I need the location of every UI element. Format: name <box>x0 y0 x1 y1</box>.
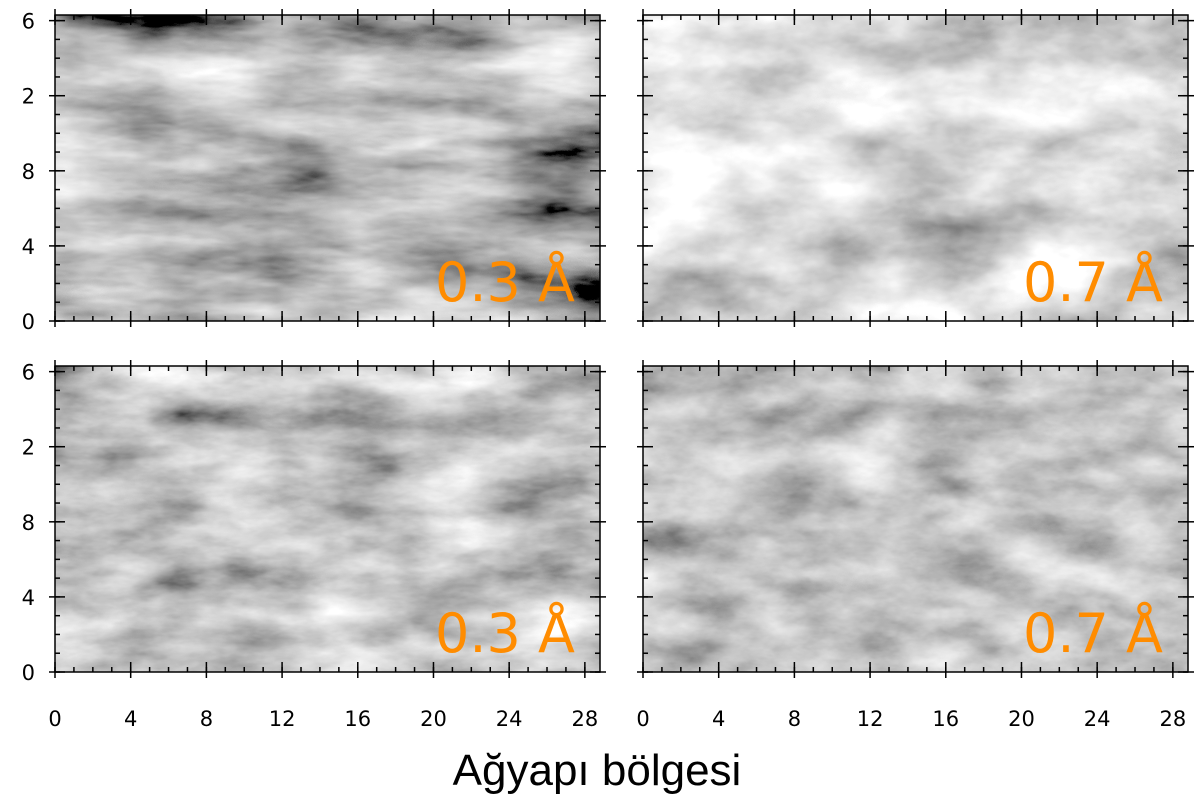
y-tick-label: 4 <box>22 586 35 610</box>
x-tick-label: 4 <box>124 707 137 731</box>
x-tick-label: 28 <box>1159 707 1186 731</box>
x-tick-label: 20 <box>420 707 447 731</box>
y-tick-label: 2 <box>22 436 35 460</box>
x-tick-label: 16 <box>344 707 371 731</box>
y-tick-label: 0 <box>22 661 35 685</box>
x-tick-label: 8 <box>788 707 801 731</box>
x-tick-label: 24 <box>1084 707 1111 731</box>
y-tick-label: 6 <box>22 10 35 34</box>
x-axis-label: Ağyapı bölgesi <box>453 746 742 795</box>
panel-frame <box>642 14 1189 322</box>
x-tick-label: 28 <box>571 707 598 731</box>
y-tick-label: 2 <box>22 85 35 109</box>
x-tick-label: 24 <box>496 707 523 731</box>
panel-frame <box>54 365 601 673</box>
x-tick-label: 0 <box>636 707 649 731</box>
panel-label: 0.7 Å <box>1023 601 1163 665</box>
y-tick-label: 8 <box>22 511 35 535</box>
panel-frame <box>642 365 1189 673</box>
panel-image <box>55 15 600 321</box>
x-tick-label: 12 <box>269 707 296 731</box>
panel-image <box>643 366 1188 672</box>
x-tick-label: 4 <box>712 707 725 731</box>
panel-image <box>55 366 600 672</box>
x-tick-label: 12 <box>857 707 884 731</box>
x-tick-label: 8 <box>200 707 213 731</box>
panel-label: 0.7 Å <box>1023 250 1163 314</box>
panel-image <box>643 15 1188 321</box>
x-tick-label: 0 <box>48 707 61 731</box>
panel-label: 0.3 Å <box>435 250 575 314</box>
panel-label: 0.3 Å <box>435 601 575 665</box>
x-tick-label: 16 <box>932 707 959 731</box>
x-tick-label: 20 <box>1008 707 1035 731</box>
y-tick-label: 4 <box>22 235 35 259</box>
y-tick-label: 6 <box>22 361 35 385</box>
y-tick-label: 8 <box>22 160 35 184</box>
x-tick-labels: 0 4 8 12 16 20 24 28 0 4 8 12 16 20 24 28 <box>48 707 1186 731</box>
panel-frame <box>54 14 601 322</box>
y-tick-label: 0 <box>22 310 35 334</box>
